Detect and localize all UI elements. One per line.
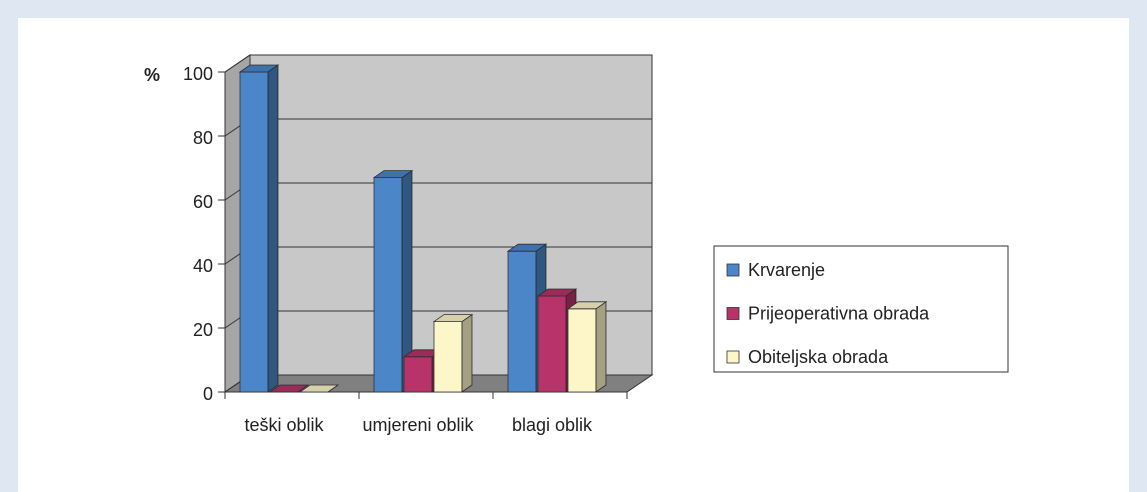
bar-top-shade bbox=[240, 65, 278, 72]
y-tick-label: 100 bbox=[183, 64, 213, 84]
bar-side-shade bbox=[462, 314, 472, 392]
bar-top-shade bbox=[374, 170, 412, 178]
bar-front bbox=[433, 321, 463, 393]
y-tick-label: 80 bbox=[193, 128, 213, 148]
bar-front bbox=[373, 177, 403, 393]
x-tick-label: blagi oblik bbox=[511, 415, 593, 435]
bar-top bbox=[298, 384, 340, 393]
grid-line bbox=[224, 54, 251, 73]
bar-top bbox=[238, 64, 280, 73]
bar-front bbox=[567, 308, 597, 393]
legend-swatch bbox=[726, 263, 740, 277]
bar-side-shade bbox=[596, 301, 606, 392]
bar-top-shade bbox=[508, 244, 546, 252]
bar-top-shade bbox=[568, 301, 606, 309]
bar-top bbox=[536, 288, 578, 297]
bar-side-shade bbox=[268, 65, 278, 392]
legend-label: Prijeoperativna obrada bbox=[748, 303, 930, 323]
bar-top-shade bbox=[434, 314, 472, 322]
bar-top-shade bbox=[300, 385, 338, 392]
legend-label: Obiteljska obrada bbox=[748, 347, 889, 367]
bar-front bbox=[507, 250, 537, 393]
legend-swatch bbox=[726, 350, 740, 364]
bar-top-shade bbox=[404, 349, 442, 357]
bar-front bbox=[239, 71, 269, 393]
y-tick-label: 60 bbox=[193, 192, 213, 212]
bar-front bbox=[403, 356, 433, 393]
x-tick-label: teški oblik bbox=[244, 415, 324, 435]
bar-top bbox=[372, 170, 414, 179]
x-tick-label: umjereni oblik bbox=[362, 415, 474, 435]
bar-top-shade bbox=[270, 385, 308, 392]
bar-top-shade bbox=[538, 289, 576, 296]
legend-swatch bbox=[726, 307, 740, 320]
y-tick-label: 40 bbox=[193, 256, 213, 276]
bar-top bbox=[432, 314, 474, 323]
y-axis-label: % bbox=[144, 65, 160, 85]
bar-side-shade bbox=[402, 170, 412, 392]
legend-label: Krvarenje bbox=[748, 260, 825, 280]
bar-top bbox=[566, 301, 608, 310]
legend bbox=[713, 245, 1009, 373]
y-tick-label: 20 bbox=[193, 320, 213, 340]
bar-front bbox=[537, 295, 567, 393]
y-tick-label: 0 bbox=[203, 384, 213, 404]
bar-top bbox=[506, 243, 548, 252]
bar-top bbox=[268, 384, 310, 393]
